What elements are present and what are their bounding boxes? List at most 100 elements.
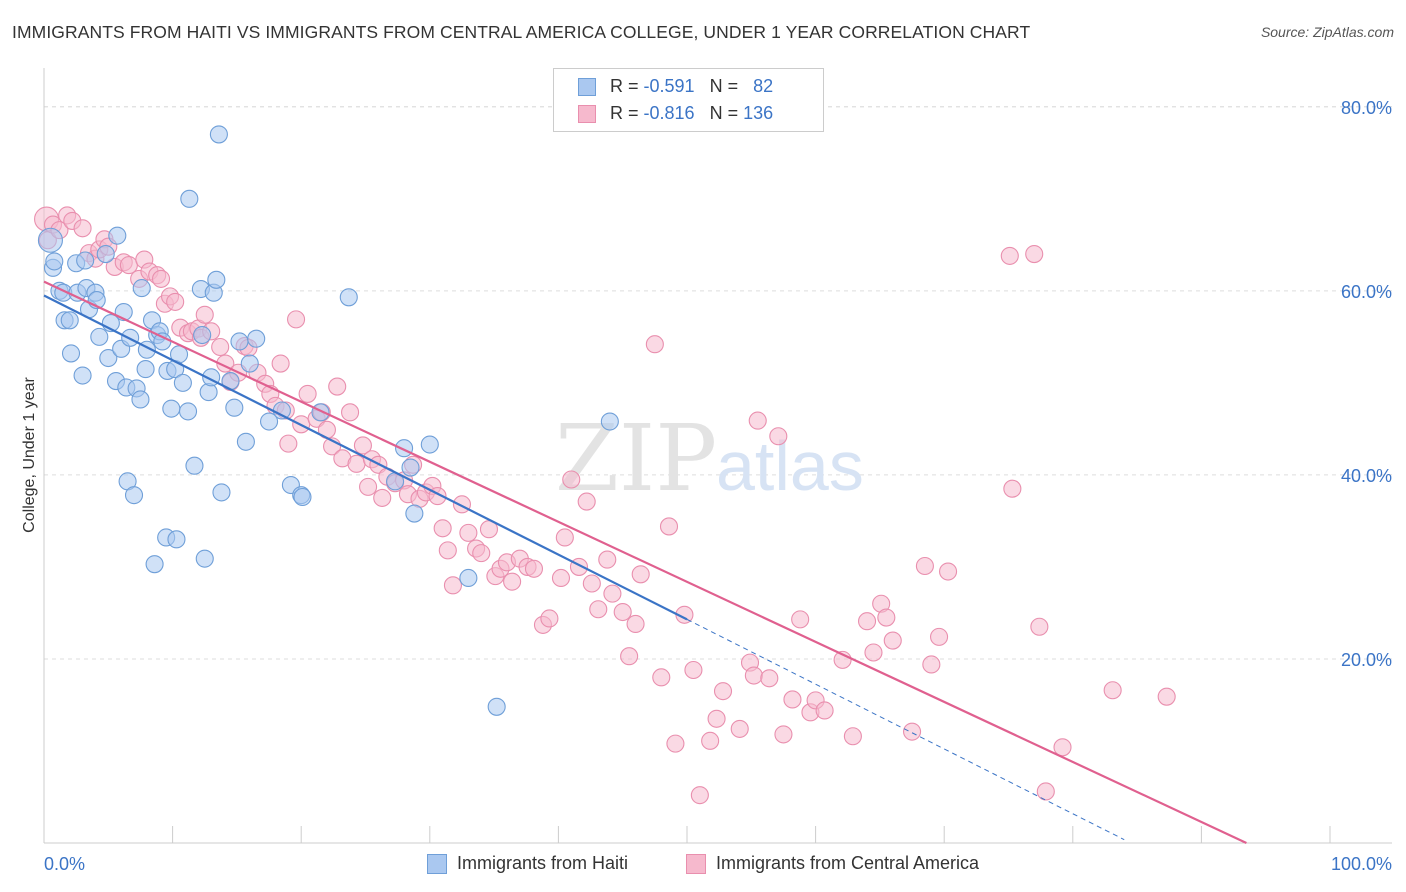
central-america-point [883, 631, 902, 650]
stats-n-value: 136 [743, 103, 774, 123]
haiti-point [173, 373, 192, 392]
legend-swatch-haiti [427, 854, 447, 874]
central-america-point [701, 731, 720, 750]
central-america-point [857, 612, 877, 631]
axes [43, 68, 1392, 844]
central-america-point [151, 269, 171, 288]
central-america-point [652, 668, 671, 687]
central-america-point [452, 495, 472, 514]
stats-r-label: R = [610, 103, 639, 123]
haiti-point [60, 311, 79, 330]
haiti-point [209, 125, 228, 144]
central-america-point [555, 528, 574, 547]
central-america-point [195, 305, 214, 324]
haiti-point [459, 568, 478, 588]
central-america-point [524, 559, 544, 578]
haiti-point [487, 697, 506, 716]
central-america-point [211, 337, 230, 357]
haiti-point [178, 402, 198, 421]
central-america-point [577, 492, 596, 511]
stats-r-value: -0.591 [643, 76, 695, 96]
haiti-point [193, 325, 212, 345]
gridlines [44, 106, 1392, 660]
central-america-point [922, 655, 941, 674]
haiti-point [73, 366, 92, 385]
central-america-point [73, 219, 92, 238]
central-america-point [582, 574, 601, 593]
haiti-point [136, 360, 155, 379]
stats-n-label: N = [709, 76, 739, 96]
y-axis-label: College, Under 1 year [21, 377, 38, 533]
central-america-point [744, 666, 763, 685]
haiti-point [247, 329, 266, 348]
central-america-point [1053, 738, 1072, 757]
central-america-point [620, 647, 639, 666]
central-america-point [791, 610, 810, 629]
central-america-point [877, 608, 896, 627]
chart-title: IMMIGRANTS FROM HAITI VS IMMIGRANTS FROM… [12, 22, 1031, 42]
haiti-point [199, 383, 218, 402]
haiti-point [108, 226, 127, 245]
central-america-point [1003, 479, 1022, 498]
haiti-point [236, 432, 255, 451]
haiti-point [167, 530, 186, 549]
central-america-point [287, 310, 306, 329]
haiti-point [230, 332, 249, 351]
haiti-point [145, 555, 164, 574]
stats-r-value: -0.816 [643, 103, 695, 123]
central-america-point [690, 786, 709, 805]
haiti-point [124, 486, 144, 505]
central-america-point [459, 523, 478, 542]
haiti-point [132, 279, 151, 298]
x-tick-label: 0.0% [44, 854, 85, 874]
central-america-point [730, 719, 749, 738]
haiti-point [293, 487, 312, 507]
stats-r-label: R = [610, 76, 639, 96]
haiti-point [401, 458, 420, 477]
haiti-point [153, 332, 172, 351]
central-america-point [562, 470, 581, 489]
legend-swatch-central-america [686, 854, 706, 874]
central-america-point [815, 701, 834, 720]
central-america-point [1000, 246, 1019, 265]
x-tick-label: 100.0% [1331, 854, 1392, 874]
central-america-point [707, 709, 726, 728]
central-america-point [551, 568, 571, 588]
haiti-point [240, 354, 259, 373]
central-america-point [1157, 687, 1176, 706]
y-tick-label: 80.0% [1341, 98, 1392, 118]
central-america-point [783, 690, 802, 709]
central-america-point [626, 614, 645, 634]
haiti-point [131, 390, 150, 409]
haiti-point [225, 398, 244, 417]
haiti-trend-extension [686, 618, 1125, 841]
central-america-point [347, 454, 366, 473]
y-tick-label: 60.0% [1341, 282, 1392, 302]
stats-n-value: 82 [753, 76, 774, 96]
haiti-trend-line [43, 294, 688, 621]
central-america-point [353, 436, 372, 455]
haiti-point [99, 348, 118, 368]
haiti-point [61, 344, 81, 363]
central-america-point [713, 682, 733, 701]
central-america-trend-line [43, 280, 1247, 844]
central-america-point [1030, 617, 1049, 636]
central-america-point [684, 660, 703, 680]
haiti-point [37, 227, 63, 253]
central-america-point [279, 434, 298, 453]
central-america-point [774, 725, 793, 744]
haiti-point [395, 439, 414, 458]
central-america-point [271, 354, 290, 373]
central-america-point [939, 562, 958, 581]
central-america-point [298, 384, 317, 403]
central-america-point [589, 600, 608, 619]
central-america-point [1103, 681, 1122, 700]
central-america-point [472, 544, 491, 563]
haiti-point [420, 435, 439, 454]
y-tick-label: 40.0% [1341, 466, 1392, 486]
central-america-point [540, 609, 559, 628]
central-america-point [631, 565, 650, 584]
central-america-point [902, 722, 922, 741]
haiti-point [212, 483, 231, 502]
